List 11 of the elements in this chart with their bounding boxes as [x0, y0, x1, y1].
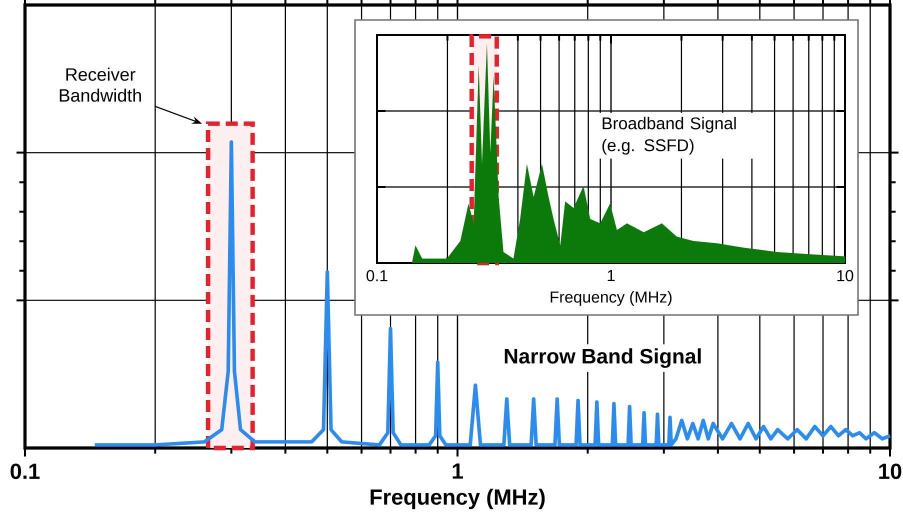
x-axis-title: Frequency (MHz) [370, 488, 545, 510]
x-tick-label: 0.1 [10, 464, 40, 480]
x-tick-label: 10 [837, 270, 854, 282]
annotation: Broadband Signal (e.g. SSFD) [602, 116, 736, 155]
x-tick-label: 10 [879, 464, 902, 480]
text: Receiver Bandwidth [60, 68, 141, 102]
x-tick-label: 0.1 [366, 270, 388, 282]
x-axis-title: Frequency (MHz) [550, 290, 672, 306]
annotation: Narrow Band Signal [504, 348, 701, 368]
x-tick-label: 1 [452, 464, 463, 479]
x-tick-label: 1 [608, 270, 615, 281]
